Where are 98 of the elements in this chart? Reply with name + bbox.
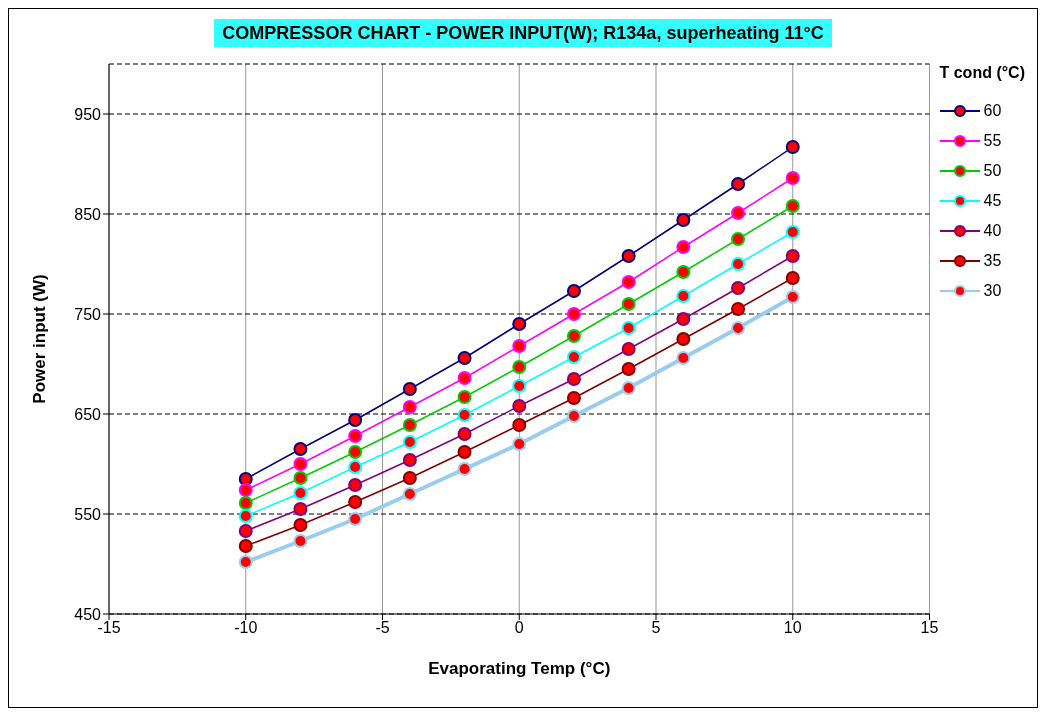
point xyxy=(402,418,417,432)
point xyxy=(566,409,581,423)
point xyxy=(402,382,417,396)
x-axis-title: Evaporating Temp (°C) xyxy=(428,659,611,678)
legend-title: T cond (°C) xyxy=(939,64,1025,82)
legend-label: 45 xyxy=(983,192,1002,210)
y-tick-label: 750 xyxy=(74,305,102,323)
point xyxy=(621,362,636,376)
point xyxy=(566,372,581,386)
point xyxy=(566,391,581,405)
point xyxy=(621,381,636,395)
point xyxy=(621,321,636,335)
point xyxy=(785,290,800,304)
point xyxy=(457,390,472,404)
point xyxy=(785,171,800,185)
x-tick-label: -5 xyxy=(375,619,390,637)
legend-label: 40 xyxy=(983,222,1002,240)
point xyxy=(348,495,363,509)
point xyxy=(621,249,636,263)
point xyxy=(512,360,527,374)
point xyxy=(512,418,527,432)
point xyxy=(293,518,308,532)
point xyxy=(238,524,253,538)
point xyxy=(402,453,417,467)
point xyxy=(731,257,746,271)
point xyxy=(731,321,746,335)
point xyxy=(676,332,691,346)
point xyxy=(293,486,308,500)
x-tick-label: 0 xyxy=(514,619,524,637)
point xyxy=(785,199,800,213)
point xyxy=(238,483,253,497)
point xyxy=(621,342,636,356)
point xyxy=(676,289,691,303)
point xyxy=(676,312,691,326)
point xyxy=(785,225,800,239)
y-tick-label: 950 xyxy=(74,105,102,123)
point xyxy=(238,555,253,569)
point xyxy=(676,213,691,227)
x-tick-label: -10 xyxy=(234,619,258,637)
point xyxy=(293,534,308,548)
y-tick-label: 850 xyxy=(74,205,102,223)
point xyxy=(676,240,691,254)
point xyxy=(402,400,417,414)
point xyxy=(512,437,527,451)
point xyxy=(512,339,527,353)
point xyxy=(238,509,253,523)
point xyxy=(785,140,800,154)
point xyxy=(676,265,691,279)
point xyxy=(457,408,472,422)
point xyxy=(512,317,527,331)
y-axis-title: Power input (W) xyxy=(30,274,50,404)
point xyxy=(512,399,527,413)
point xyxy=(457,371,472,385)
legend-label: 35 xyxy=(983,252,1002,270)
y-tick-label: 650 xyxy=(74,405,102,423)
x-tick-label: 15 xyxy=(920,619,939,637)
point xyxy=(621,275,636,289)
point xyxy=(293,502,308,516)
point xyxy=(566,284,581,298)
point xyxy=(731,302,746,316)
point xyxy=(731,281,746,295)
chart-title: COMPRESSOR CHART - POWER INPUT(W); R134a, superheating 11°C xyxy=(214,19,832,47)
y-tick-label: 550 xyxy=(74,505,102,523)
point xyxy=(676,351,691,365)
point xyxy=(402,487,417,501)
point xyxy=(731,206,746,220)
point xyxy=(348,478,363,492)
point xyxy=(293,457,308,471)
point xyxy=(293,442,308,456)
point xyxy=(731,232,746,246)
point xyxy=(457,427,472,441)
point xyxy=(566,350,581,364)
point xyxy=(402,435,417,449)
legend-label: 30 xyxy=(983,282,1002,300)
x-tick-label: 5 xyxy=(651,619,661,637)
point xyxy=(731,177,746,191)
legend-label: 55 xyxy=(983,132,1002,150)
point xyxy=(566,307,581,321)
point xyxy=(457,445,472,459)
point xyxy=(457,462,472,476)
point xyxy=(785,271,800,285)
point xyxy=(348,429,363,443)
legend-label: 60 xyxy=(983,102,1002,120)
point xyxy=(238,539,253,553)
point xyxy=(512,379,527,393)
point xyxy=(457,351,472,365)
point xyxy=(238,496,253,510)
point xyxy=(785,249,800,263)
point xyxy=(348,512,363,526)
point xyxy=(402,471,417,485)
point xyxy=(621,297,636,311)
point xyxy=(348,460,363,474)
legend-label: 50 xyxy=(983,162,1002,180)
point xyxy=(566,329,581,343)
point xyxy=(293,471,308,485)
x-tick-label: 10 xyxy=(783,619,802,637)
point xyxy=(348,445,363,459)
point xyxy=(348,413,363,427)
